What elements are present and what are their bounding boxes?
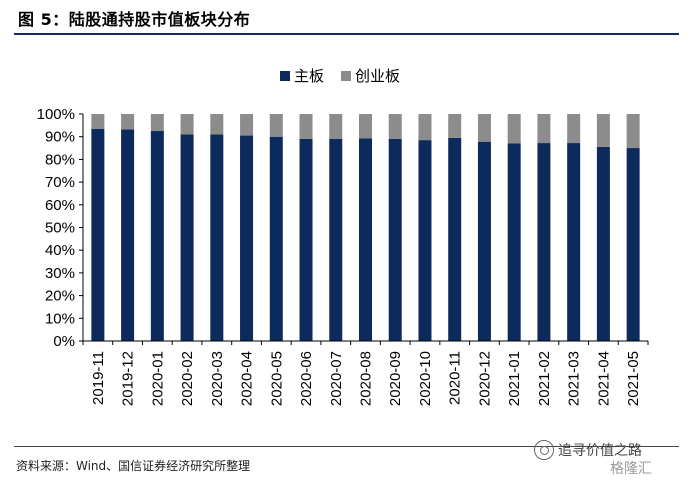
- bars: [91, 114, 640, 341]
- figure-title: 图 5：陆股通持股市值板块分布: [18, 10, 251, 29]
- bar-chinext-2021-05: [626, 114, 640, 149]
- legend-swatch-main-board: [280, 71, 290, 81]
- bar-chinext-2020-11: [448, 114, 462, 138]
- x-tick-label: 2020-07: [328, 351, 345, 406]
- watermark: 追寻价值之路: [534, 440, 642, 460]
- bar-chinext-2020-01: [150, 114, 164, 132]
- bar-chinext-2019-11: [91, 114, 105, 129]
- y-tick-label: 100%: [37, 106, 75, 123]
- y-tick-label: 80%: [45, 151, 75, 168]
- bar-main-board-2020-08: [359, 138, 372, 341]
- stacked-bar-chart: 主板 创业板 0%10%20%30%40%50%60%70%80%90%100% …: [37, 67, 649, 406]
- y-tick-label: 0%: [53, 333, 75, 350]
- bar-main-board-2020-09: [388, 138, 402, 341]
- bar-main-board-2021-02: [537, 143, 551, 341]
- title-rule: [14, 33, 679, 35]
- bar-chinext-2020-09: [388, 114, 402, 139]
- x-tick-label: 2020-09: [387, 351, 404, 406]
- bar-chinext-2021-02: [537, 114, 551, 144]
- y-axis: 0% 10% 20% 30% 40% 50% 60% 70% 80% 90% 100%: [37, 106, 84, 350]
- legend: 主板 创业板: [280, 67, 400, 85]
- bar-main-board-2020-07: [329, 138, 343, 341]
- bar-main-board-2021-03: [567, 143, 581, 341]
- wechat-icon: [534, 440, 554, 460]
- x-tick-label: 2020-10: [417, 351, 434, 406]
- x-tick-label: 2020-05: [268, 351, 285, 406]
- x-axis: 2019-11 2019-12 2020-01 2020-02 2020-03 2020-…: [82, 340, 649, 406]
- bar-chinext-2020-10: [418, 114, 432, 141]
- bar-chinext-2021-04: [596, 114, 610, 147]
- bar-main-board-2020-10: [418, 140, 432, 341]
- x-tick-label: 2021-01: [506, 351, 523, 406]
- bar-chinext-2020-05: [269, 114, 283, 137]
- legend-swatch-chinext: [341, 71, 351, 81]
- x-tick-label: 2020-11: [447, 351, 464, 405]
- legend-label-main-board: 主板: [294, 67, 324, 85]
- y-tick-label: 30%: [45, 265, 75, 282]
- bar-chinext-2021-03: [567, 114, 581, 144]
- source-note: 资料来源：Wind、国信证券经济研究所整理: [16, 459, 251, 473]
- bar-main-board-2020-03: [210, 134, 224, 341]
- bar-main-board-2021-04: [596, 146, 610, 341]
- x-tick-label: 2020-02: [179, 351, 196, 406]
- y-tick-label: 70%: [45, 174, 75, 191]
- watermark-text: 追寻价值之路: [558, 443, 642, 459]
- y-tick-label: 10%: [45, 310, 75, 327]
- watermark-brand: 格隆汇: [610, 461, 652, 477]
- x-tick-label: 2019-12: [120, 351, 137, 406]
- bar-main-board-2019-12: [121, 129, 135, 341]
- x-tick-label: 2020-04: [239, 351, 256, 406]
- x-tick-label: 2021-02: [536, 351, 553, 406]
- x-tick-label: 2021-05: [625, 351, 642, 406]
- bar-chinext-2021-01: [507, 114, 521, 144]
- bar-main-board-2020-01: [150, 131, 164, 341]
- y-tick-label: 60%: [45, 197, 75, 214]
- bar-chinext-2020-03: [210, 114, 224, 135]
- x-tick-label: 2020-01: [149, 351, 166, 406]
- y-tick-label: 50%: [45, 220, 75, 237]
- bar-chinext-2020-02: [180, 114, 194, 135]
- bar-main-board-2020-02: [180, 134, 194, 341]
- y-tick-label: 20%: [45, 288, 75, 305]
- x-tick-label: 2020-08: [358, 351, 375, 406]
- bar-chinext-2020-06: [299, 114, 313, 139]
- x-tick-label: 2019-11: [90, 351, 107, 405]
- bar-chinext-2020-12: [477, 114, 491, 142]
- x-tick-label: 2021-04: [595, 351, 612, 406]
- legend-label-chinext: 创业板: [355, 67, 400, 85]
- x-tick-label: 2020-12: [476, 351, 493, 406]
- bar-main-board-2019-11: [91, 128, 105, 341]
- bar-chinext-2019-12: [121, 114, 135, 130]
- bar-chinext-2020-04: [240, 114, 254, 136]
- y-tick-label: 90%: [45, 129, 75, 146]
- bar-main-board-2020-04: [240, 135, 254, 341]
- footer-rule: [14, 446, 679, 447]
- bar-main-board-2021-05: [626, 148, 640, 341]
- y-tick-label: 40%: [45, 242, 75, 259]
- bar-chinext-2020-07: [329, 114, 343, 139]
- bar-main-board-2020-05: [269, 136, 283, 341]
- bar-main-board-2020-11: [448, 137, 462, 341]
- bar-chinext-2020-08: [359, 114, 372, 139]
- x-tick-label: 2020-03: [209, 351, 226, 406]
- bar-main-board-2021-01: [507, 143, 521, 341]
- x-tick-label: 2021-03: [566, 351, 583, 406]
- bar-main-board-2020-06: [299, 138, 313, 341]
- bar-main-board-2020-12: [477, 141, 491, 341]
- x-tick-label: 2020-06: [298, 351, 315, 406]
